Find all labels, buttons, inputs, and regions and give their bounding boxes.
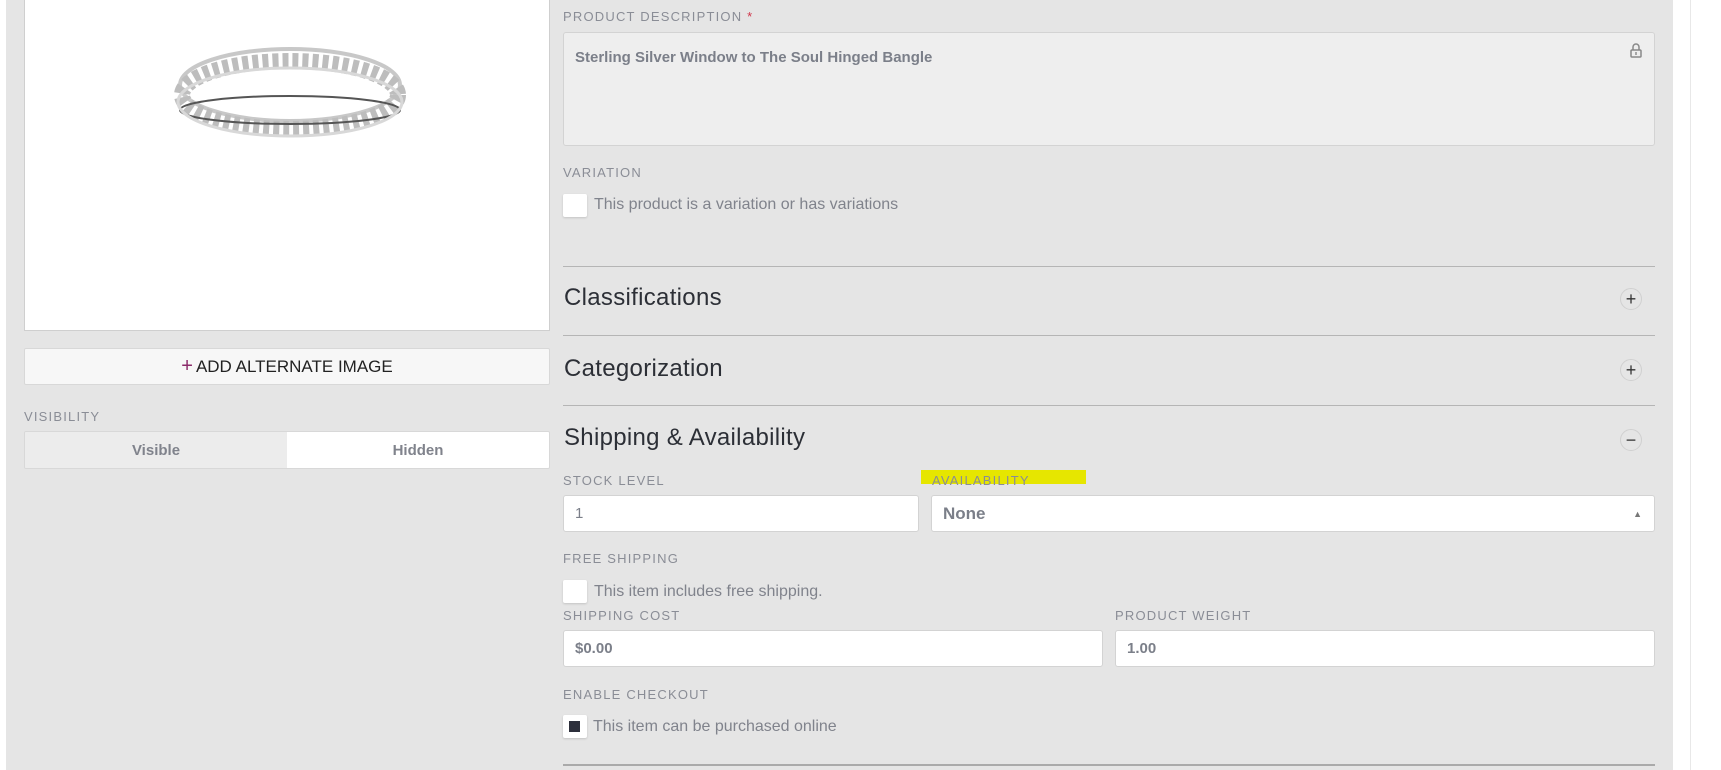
visibility-hidden-option[interactable]: Hidden (287, 432, 549, 468)
variation-label: VARIATION (563, 165, 642, 180)
divider (563, 266, 1655, 267)
bangle-image (174, 47, 406, 138)
stock-level-input[interactable]: 1 (563, 495, 919, 532)
add-image-label: ADD ALTERNATE IMAGE (195, 356, 393, 376)
plus-icon: + (181, 355, 193, 377)
expand-plus-icon[interactable]: + (1620, 359, 1642, 381)
shipping-cost-input[interactable]: $0.00 (563, 630, 1103, 667)
section-categorization[interactable]: Categorization (564, 355, 723, 382)
product-description-label: PRODUCT DESCRIPTION * (563, 9, 754, 24)
visibility-toggle: Visible Hidden (24, 431, 550, 469)
description-text: Sterling Silver Window to The Soul Hinge… (575, 49, 933, 66)
enable-checkout-label: ENABLE CHECKOUT (563, 687, 709, 702)
divider (1690, 0, 1691, 770)
variation-checkbox-label: This product is a variation or has varia… (594, 196, 899, 213)
divider (563, 764, 1655, 766)
section-classifications[interactable]: Classifications (564, 284, 722, 311)
section-shipping-availability[interactable]: Shipping & Availability (564, 424, 806, 451)
free-shipping-checkbox[interactable] (563, 580, 587, 603)
checkbox-checked-mark (569, 721, 580, 732)
enable-checkout-checkbox[interactable] (563, 715, 587, 738)
shipping-cost-label: SHIPPING COST (563, 608, 681, 623)
add-alternate-image-button[interactable]: + ADD ALTERNATE IMAGE (24, 348, 550, 385)
visibility-label: VISIBILITY (24, 409, 101, 424)
expand-plus-icon[interactable]: + (1620, 288, 1642, 310)
product-weight-input[interactable]: 1.00 (1115, 630, 1655, 667)
product-weight-label: PRODUCT WEIGHT (1115, 608, 1252, 623)
product-description-field[interactable]: Sterling Silver Window to The Soul Hinge… (563, 32, 1655, 146)
divider (563, 405, 1655, 406)
caret-up-icon: ▲ (1633, 508, 1642, 519)
divider (563, 335, 1655, 336)
product-image (24, 0, 550, 331)
lock-icon (1630, 43, 1642, 58)
variation-checkbox[interactable] (563, 194, 587, 217)
free-shipping-checkbox-label: This item includes free shipping. (594, 583, 823, 600)
availability-label: AVAILABILITY (932, 473, 1030, 488)
collapse-minus-icon[interactable]: − (1620, 429, 1642, 451)
stock-level-label: STOCK LEVEL (563, 473, 665, 488)
availability-value: None (943, 503, 986, 523)
free-shipping-label: FREE SHIPPING (563, 551, 680, 566)
visibility-visible-option[interactable]: Visible (25, 432, 287, 468)
enable-checkout-checkbox-label: This item can be purchased online (593, 718, 837, 735)
availability-select[interactable]: None ▲ (931, 495, 1655, 532)
highlight-marker (921, 470, 1086, 484)
